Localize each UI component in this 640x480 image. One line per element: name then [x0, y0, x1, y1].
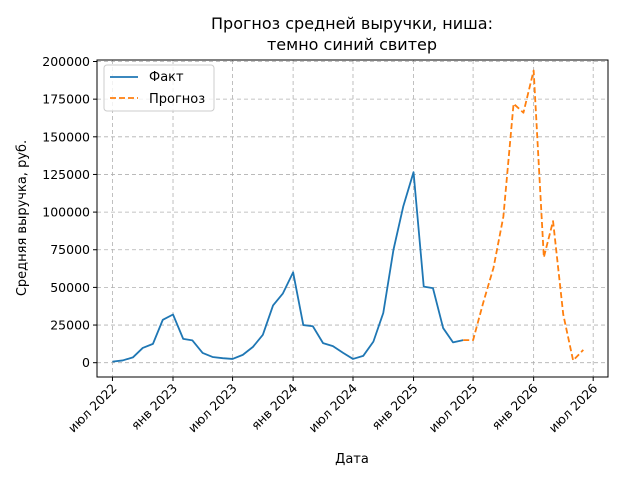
- legend-label-forecast: Прогноз: [149, 92, 205, 107]
- y-tick-label: 100000: [42, 205, 90, 220]
- y-tick-label: 175000: [42, 92, 90, 107]
- y-tick-label: 150000: [42, 129, 90, 144]
- chart-title-line-2: темно синий свитер: [267, 35, 437, 54]
- y-tick-label: 25000: [50, 318, 90, 333]
- chart-title-line-1: Прогноз средней выручки, ниша:: [211, 14, 493, 33]
- y-axis-label: Средняя выручка, руб.: [15, 140, 30, 296]
- series-line-0: [112, 171, 464, 363]
- y-tick-label: 75000: [50, 242, 90, 257]
- legend-label-fact: Факт: [149, 70, 184, 85]
- y-tick-label: 50000: [50, 280, 90, 295]
- x-axis-label: Дата: [335, 452, 369, 467]
- grid: [97, 60, 608, 377]
- plot-frame: [96, 59, 609, 378]
- y-tick-label: 0: [82, 355, 90, 370]
- y-tick-label: 125000: [42, 167, 90, 182]
- series-lines: [112, 69, 584, 363]
- series-line-1: [463, 69, 584, 362]
- y-tick-label: 200000: [42, 54, 90, 69]
- legend: Факт Прогноз: [103, 64, 215, 112]
